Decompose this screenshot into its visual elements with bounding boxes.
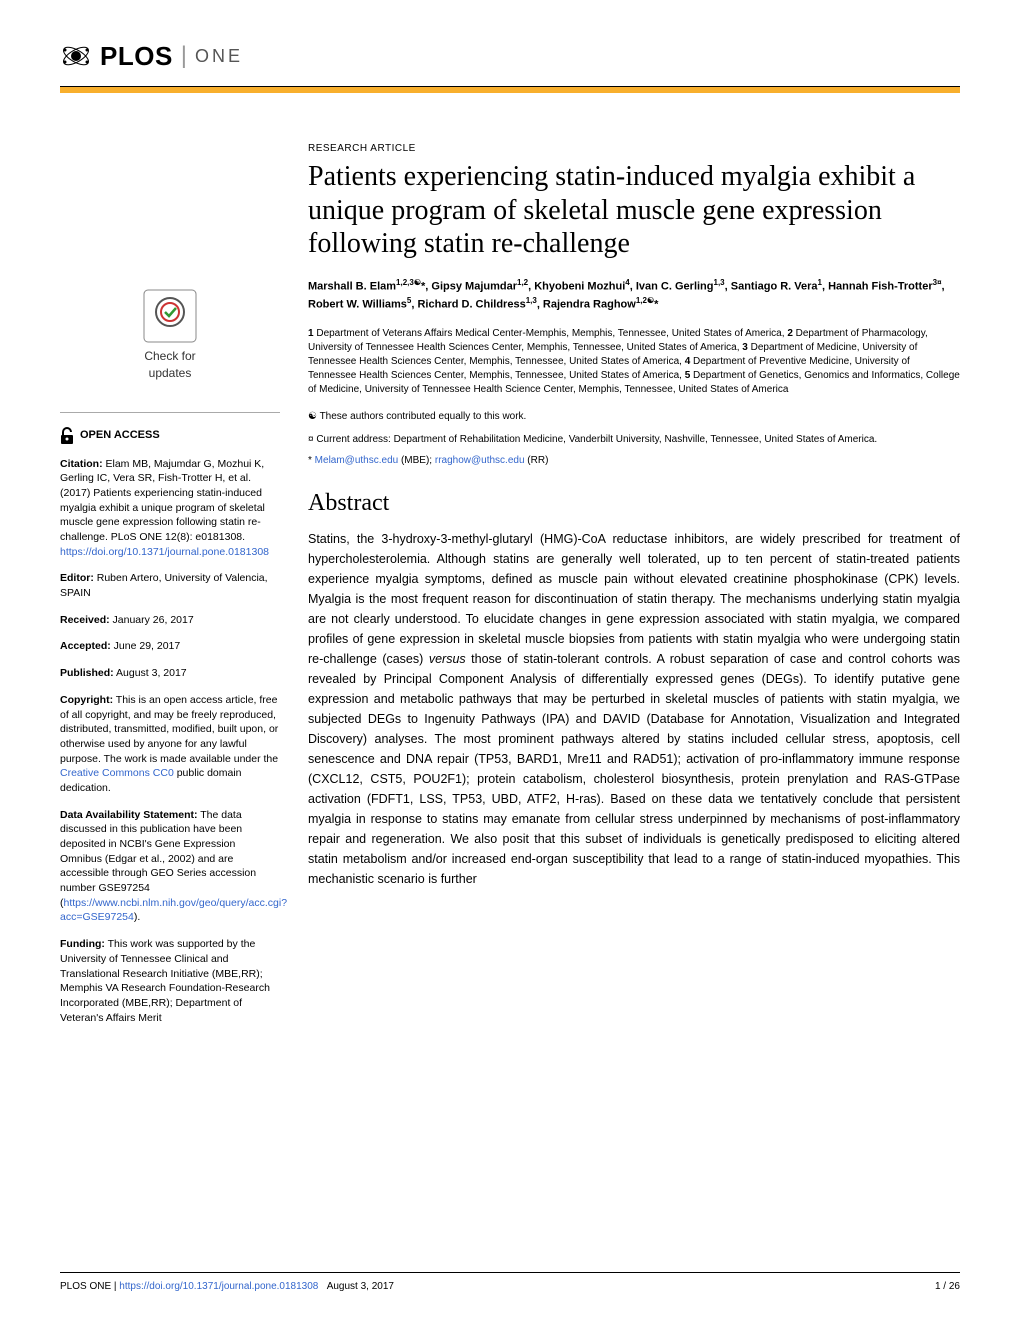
article-title: Patients experiencing statin-induced mya…	[308, 160, 960, 261]
affiliations: 1 Department of Veterans Affairs Medical…	[308, 327, 960, 397]
sidebar-divider	[60, 412, 280, 413]
copyright-block: Copyright: This is an open access articl…	[60, 693, 280, 796]
received-label: Received:	[60, 614, 110, 626]
cc0-link[interactable]: Creative Commons CC0	[60, 767, 174, 779]
footer-doi-link[interactable]: https://doi.org/10.1371/journal.pone.018…	[119, 1281, 318, 1292]
open-lock-icon	[60, 427, 74, 445]
received-text: January 26, 2017	[110, 614, 194, 626]
email-link-2[interactable]: rraghow@uthsc.edu	[435, 455, 525, 466]
editor-block: Editor: Ruben Artero, University of Vale…	[60, 571, 280, 600]
main-column: RESEARCH ARTICLE Patients experiencing s…	[308, 143, 960, 1037]
sidebar: Check for updates OPEN ACCESS Citation: …	[60, 143, 280, 1037]
journal-header: PLOS | ONE	[60, 40, 960, 80]
accepted-label: Accepted:	[60, 640, 111, 652]
footer-left: PLOS ONE | https://doi.org/10.1371/journ…	[60, 1281, 394, 1292]
equal-contribution-note: ☯ These authors contributed equally to t…	[308, 409, 960, 424]
funding-label: Funding:	[60, 938, 105, 950]
accent-bar	[60, 87, 960, 93]
author-list: Marshall B. Elam1,2,3☯*, Gipsy Majumdar1…	[308, 277, 960, 313]
abstract-body: Statins, the 3-hydroxy-3-methyl-glutaryl…	[308, 529, 960, 889]
data-label: Data Availability Statement:	[60, 809, 198, 821]
page-container: PLOS | ONE Check for updates	[0, 0, 1020, 1320]
article-type: RESEARCH ARTICLE	[308, 143, 960, 154]
funding-text: This work was supported by the Universit…	[60, 938, 270, 1023]
published-text: August 3, 2017	[114, 667, 187, 679]
check-updates-widget[interactable]: Check for updates	[60, 288, 280, 382]
email-prefix: *	[308, 455, 315, 466]
open-access-text: OPEN ACCESS	[80, 428, 160, 443]
citation-label: Citation:	[60, 458, 103, 470]
abstract-heading: Abstract	[308, 490, 960, 517]
email-link-1[interactable]: Melam@uthsc.edu	[315, 455, 399, 466]
check-updates-label2: updates	[60, 365, 280, 382]
editor-label: Editor:	[60, 572, 94, 584]
data-suffix: ).	[134, 911, 140, 923]
email2-suffix: (RR)	[525, 455, 549, 466]
accepted-block: Accepted: June 29, 2017	[60, 639, 280, 654]
data-text: The data discussed in this publication h…	[60, 809, 256, 909]
data-availability-block: Data Availability Statement: The data di…	[60, 808, 280, 926]
geo-link[interactable]: https://www.ncbi.nlm.nih.gov/geo/query/a…	[60, 897, 287, 924]
open-access-badge: OPEN ACCESS	[60, 427, 280, 445]
funding-block: Funding: This work was supported by the …	[60, 937, 280, 1025]
citation-text: Elam MB, Majumdar G, Mozhui K, Gerling I…	[60, 458, 265, 543]
citation-block: Citation: Elam MB, Majumdar G, Mozhui K,…	[60, 457, 280, 560]
published-block: Published: August 3, 2017	[60, 666, 280, 681]
page-footer: PLOS ONE | https://doi.org/10.1371/journ…	[60, 1272, 960, 1292]
footer-date: August 3, 2017	[327, 1281, 394, 1292]
corresponding-emails: * Melam@uthsc.edu (MBE); rraghow@uthsc.e…	[308, 455, 960, 466]
one-text: ONE	[195, 46, 243, 67]
accepted-text: June 29, 2017	[111, 640, 180, 652]
footer-page-number: 1 / 26	[935, 1281, 960, 1292]
copyright-label: Copyright:	[60, 694, 113, 706]
plos-text: PLOS	[100, 41, 173, 72]
current-address-note: ¤ Current address: Department of Rehabil…	[308, 432, 960, 447]
plos-orbit-icon	[60, 40, 92, 72]
check-updates-label: Check for	[60, 348, 280, 365]
published-label: Published:	[60, 667, 114, 679]
email1-suffix: (MBE);	[398, 455, 435, 466]
footer-journal: PLOS ONE |	[60, 1281, 119, 1292]
citation-doi-link[interactable]: https://doi.org/10.1371/journal.pone.018…	[60, 546, 269, 558]
crossmark-icon	[142, 288, 198, 344]
plos-logo: PLOS | ONE	[60, 40, 243, 72]
content-area: Check for updates OPEN ACCESS Citation: …	[60, 143, 960, 1037]
received-block: Received: January 26, 2017	[60, 613, 280, 628]
